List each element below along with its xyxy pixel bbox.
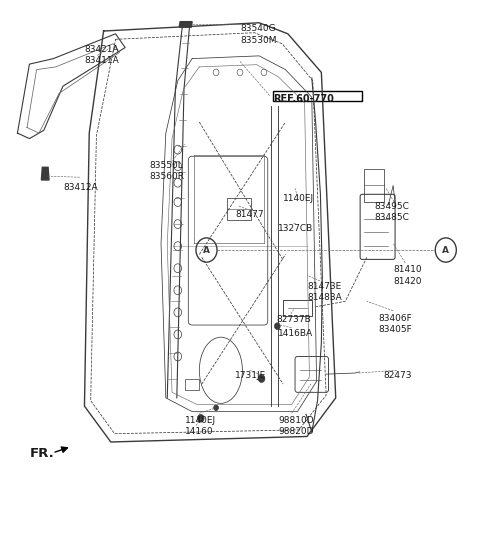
Text: 98810D
98820D: 98810D 98820D: [278, 415, 314, 436]
Circle shape: [214, 405, 218, 410]
Text: 83406F
83405F: 83406F 83405F: [379, 314, 412, 334]
Circle shape: [275, 323, 280, 330]
Polygon shape: [179, 22, 192, 27]
Text: REF.60-770: REF.60-770: [274, 95, 335, 105]
Circle shape: [197, 414, 204, 422]
Text: 81473E
81483A: 81473E 81483A: [307, 282, 342, 302]
Text: 82473: 82473: [384, 372, 412, 380]
Polygon shape: [41, 167, 49, 180]
Text: 1140EJ: 1140EJ: [283, 194, 314, 203]
Text: 1416BA: 1416BA: [278, 329, 313, 338]
Text: 81410
81420: 81410 81420: [393, 265, 422, 285]
Text: A: A: [442, 246, 449, 254]
Circle shape: [258, 375, 265, 383]
Text: 1140EJ: 1140EJ: [185, 415, 216, 425]
Text: 81477: 81477: [235, 210, 264, 220]
Text: 1327CB: 1327CB: [278, 224, 313, 233]
Text: 82737B: 82737B: [276, 315, 311, 324]
Text: 1731JE: 1731JE: [235, 372, 266, 380]
Text: FR.: FR.: [29, 447, 54, 461]
Text: A: A: [203, 246, 210, 254]
Text: 14160: 14160: [185, 426, 214, 436]
Text: 83412A: 83412A: [63, 182, 97, 192]
Text: 83421A
83411A: 83421A 83411A: [84, 45, 119, 65]
Text: 83540G
83530M: 83540G 83530M: [240, 24, 276, 44]
Text: 83550L
83560R: 83550L 83560R: [149, 161, 184, 181]
Text: 83495C
83485C: 83495C 83485C: [374, 202, 409, 222]
